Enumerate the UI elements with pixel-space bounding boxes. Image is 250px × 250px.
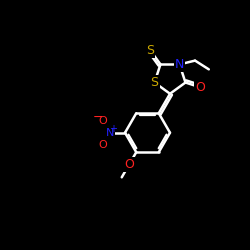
Text: O: O <box>99 116 108 126</box>
Text: O: O <box>99 140 108 150</box>
Text: −: − <box>92 110 103 124</box>
Text: O: O <box>195 81 205 94</box>
Text: O: O <box>124 158 134 171</box>
Text: N: N <box>106 128 114 138</box>
Text: S: S <box>150 76 158 89</box>
Text: +: + <box>110 124 118 134</box>
Text: N: N <box>175 58 184 71</box>
Text: S: S <box>146 44 154 57</box>
